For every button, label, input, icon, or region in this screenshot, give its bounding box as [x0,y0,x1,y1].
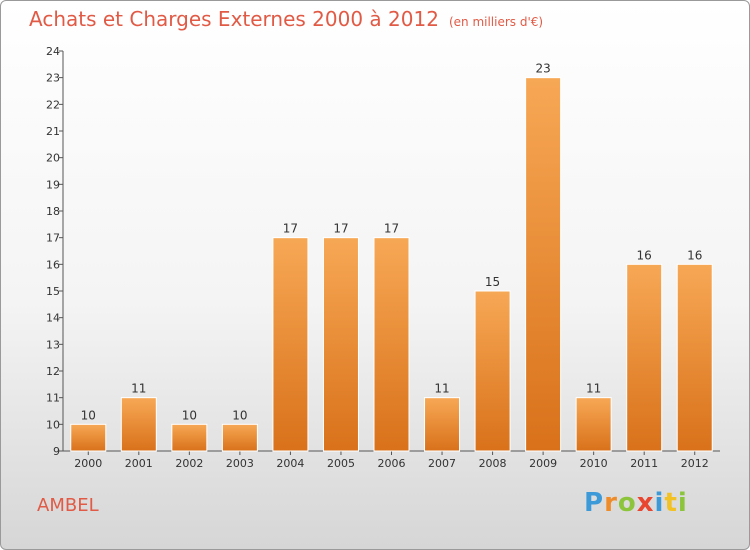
bar-2011 [626,263,663,452]
bar-2004 [272,237,309,452]
x-tick-label: 2011 [630,457,658,470]
bar-2002 [171,423,208,452]
proxiti-logo[interactable]: Proxiti [584,488,688,518]
y-tick-label: 9 [53,445,60,458]
x-tick-label: 2003 [226,457,254,470]
chart-title-text: Achats et Charges Externes 2000 à 2012 [29,7,439,31]
bar-2001 [120,397,157,452]
bar-value-label: 10 [232,408,247,422]
bar-2006 [373,237,410,452]
y-tick-label: 17 [46,232,60,245]
bar-2012 [676,263,713,452]
bar-value-label: 17 [283,222,298,236]
y-tick-label: 13 [46,338,60,351]
y-tick-label: 11 [46,392,60,405]
x-tick-label: 2005 [327,457,355,470]
bar-value-label: 11 [586,382,601,396]
bar-2007 [424,397,461,452]
bar-value-label: 11 [434,382,449,396]
y-tick-label: 12 [46,365,60,378]
y-tick-label: 14 [46,312,60,325]
x-tick-label: 2010 [580,457,608,470]
bar-2009 [525,77,562,452]
x-tick-label: 2006 [378,457,406,470]
y-tick-label: 21 [46,125,60,138]
bar-value-label: 10 [81,408,96,422]
bar-value-label: 16 [687,248,702,262]
y-tick-label: 16 [46,258,60,271]
bar-2008 [474,290,511,452]
bar-value-label: 15 [485,275,500,289]
bar-2005 [322,237,359,452]
bar-value-label: 11 [131,382,146,396]
bar-value-label: 17 [333,222,348,236]
bar-value-label: 10 [182,408,197,422]
bar-value-label: 23 [535,62,550,76]
y-tick-label: 22 [46,98,60,111]
x-tick-label: 2002 [175,457,203,470]
y-tick-label: 23 [46,72,60,85]
x-tick-label: 2000 [74,457,102,470]
chart-subtitle: (en milliers d'€) [448,15,544,29]
x-tick-label: 2008 [479,457,507,470]
bar-2003 [221,423,258,452]
bar-2010 [575,397,612,452]
x-tick-label: 2012 [681,457,709,470]
x-tick-label: 2004 [276,457,304,470]
x-tick-label: 2007 [428,457,456,470]
y-tick-label: 15 [46,285,60,298]
x-tick-label: 2001 [125,457,153,470]
y-tick-label: 20 [46,152,60,165]
y-tick-label: 24 [46,45,60,58]
bar-2000 [70,423,107,452]
y-tick-label: 10 [46,418,60,431]
y-tick-label: 19 [46,178,60,191]
bar-value-label: 17 [384,222,399,236]
bar-value-label: 16 [637,248,652,262]
x-tick-label: 2009 [529,457,557,470]
place-name: AMBEL [37,495,99,516]
y-tick-label: 18 [46,205,60,218]
chart-title: Achats et Charges Externes 2000 à 2012 (e… [29,7,543,31]
